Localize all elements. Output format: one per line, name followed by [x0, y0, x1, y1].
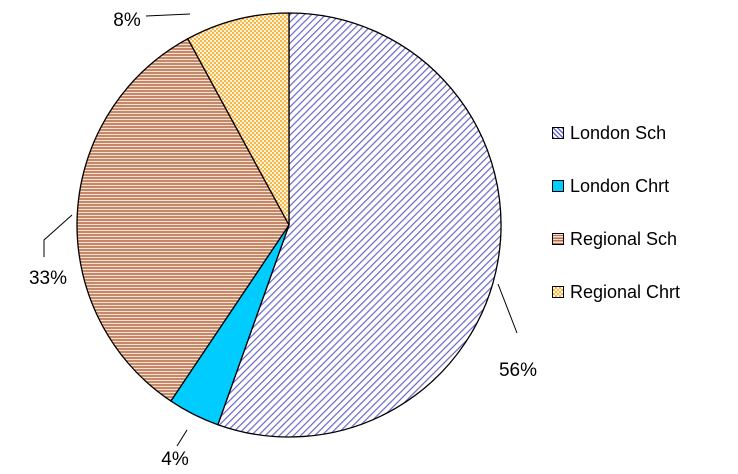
legend-item-regional-sch: Regional Sch: [552, 226, 677, 252]
legend-label-london-sch: London Sch: [570, 122, 667, 143]
pie-slice-regional-chrt: [186, 12, 290, 226]
legend-swatch-london-sch: [552, 127, 564, 139]
legend-swatch-regional-chrt: [552, 286, 564, 298]
legend-item-regional-chrt: Regional Chrt: [552, 279, 680, 305]
legend-label-regional-chrt: Regional Chrt: [570, 281, 681, 302]
legend-label-regional-sch: Regional Sch: [570, 228, 678, 249]
leader-line-london-chrt: [176, 429, 188, 447]
data-label-london-sch: 56%: [499, 360, 537, 381]
data-label-regional-chrt: 8%: [113, 10, 141, 31]
leader-line-london-sch: [497, 283, 518, 334]
legend-item-london-sch: London Sch: [552, 120, 666, 146]
pie-slice-regional-sch: [76, 37, 290, 402]
legend-swatch-regional-sch: [552, 233, 564, 245]
legend-swatch-london-chrt: [552, 180, 564, 192]
legend-label-london-chrt: London Chrt: [570, 175, 670, 196]
pie-slice-london-sch: [217, 12, 502, 438]
legend-item-london-chrt: London Chrt: [552, 173, 669, 199]
leader-line-regional-chrt: [145, 13, 191, 17]
data-label-regional-sch: 33%: [29, 268, 67, 289]
data-label-london-chrt: 4%: [161, 449, 189, 469]
leader-line-regional-sch: [43, 214, 73, 257]
